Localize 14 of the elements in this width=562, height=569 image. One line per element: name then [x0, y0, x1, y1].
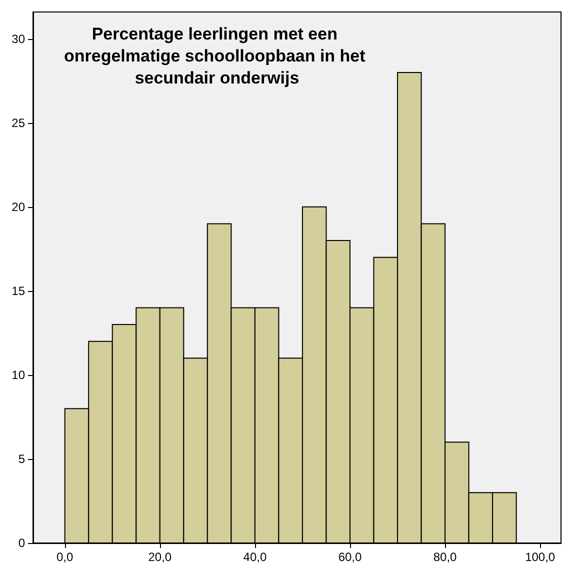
x-tick-label: 20,0: [148, 550, 172, 564]
x-tick-label: 40,0: [243, 550, 267, 564]
y-tick-label: 10: [12, 368, 26, 382]
y-tick-label: 15: [12, 284, 26, 298]
text: Percentage leerlingen met een onregelmatige schoolloopbaan in het secundair onderwijs: [64, 24, 370, 88]
y-tick-label: 25: [12, 116, 26, 130]
x-tick-label: 0,0: [56, 550, 74, 564]
y-tick-label: 30: [12, 32, 26, 46]
x-tick-label: 60,0: [338, 550, 362, 564]
x-tick-label: 80,0: [433, 550, 458, 564]
y-tick-label: 0: [18, 536, 26, 550]
y-tick-label: 5: [18, 452, 26, 466]
x-tick-label: 100,0: [525, 550, 556, 564]
y-tick-label: 20: [12, 200, 26, 214]
